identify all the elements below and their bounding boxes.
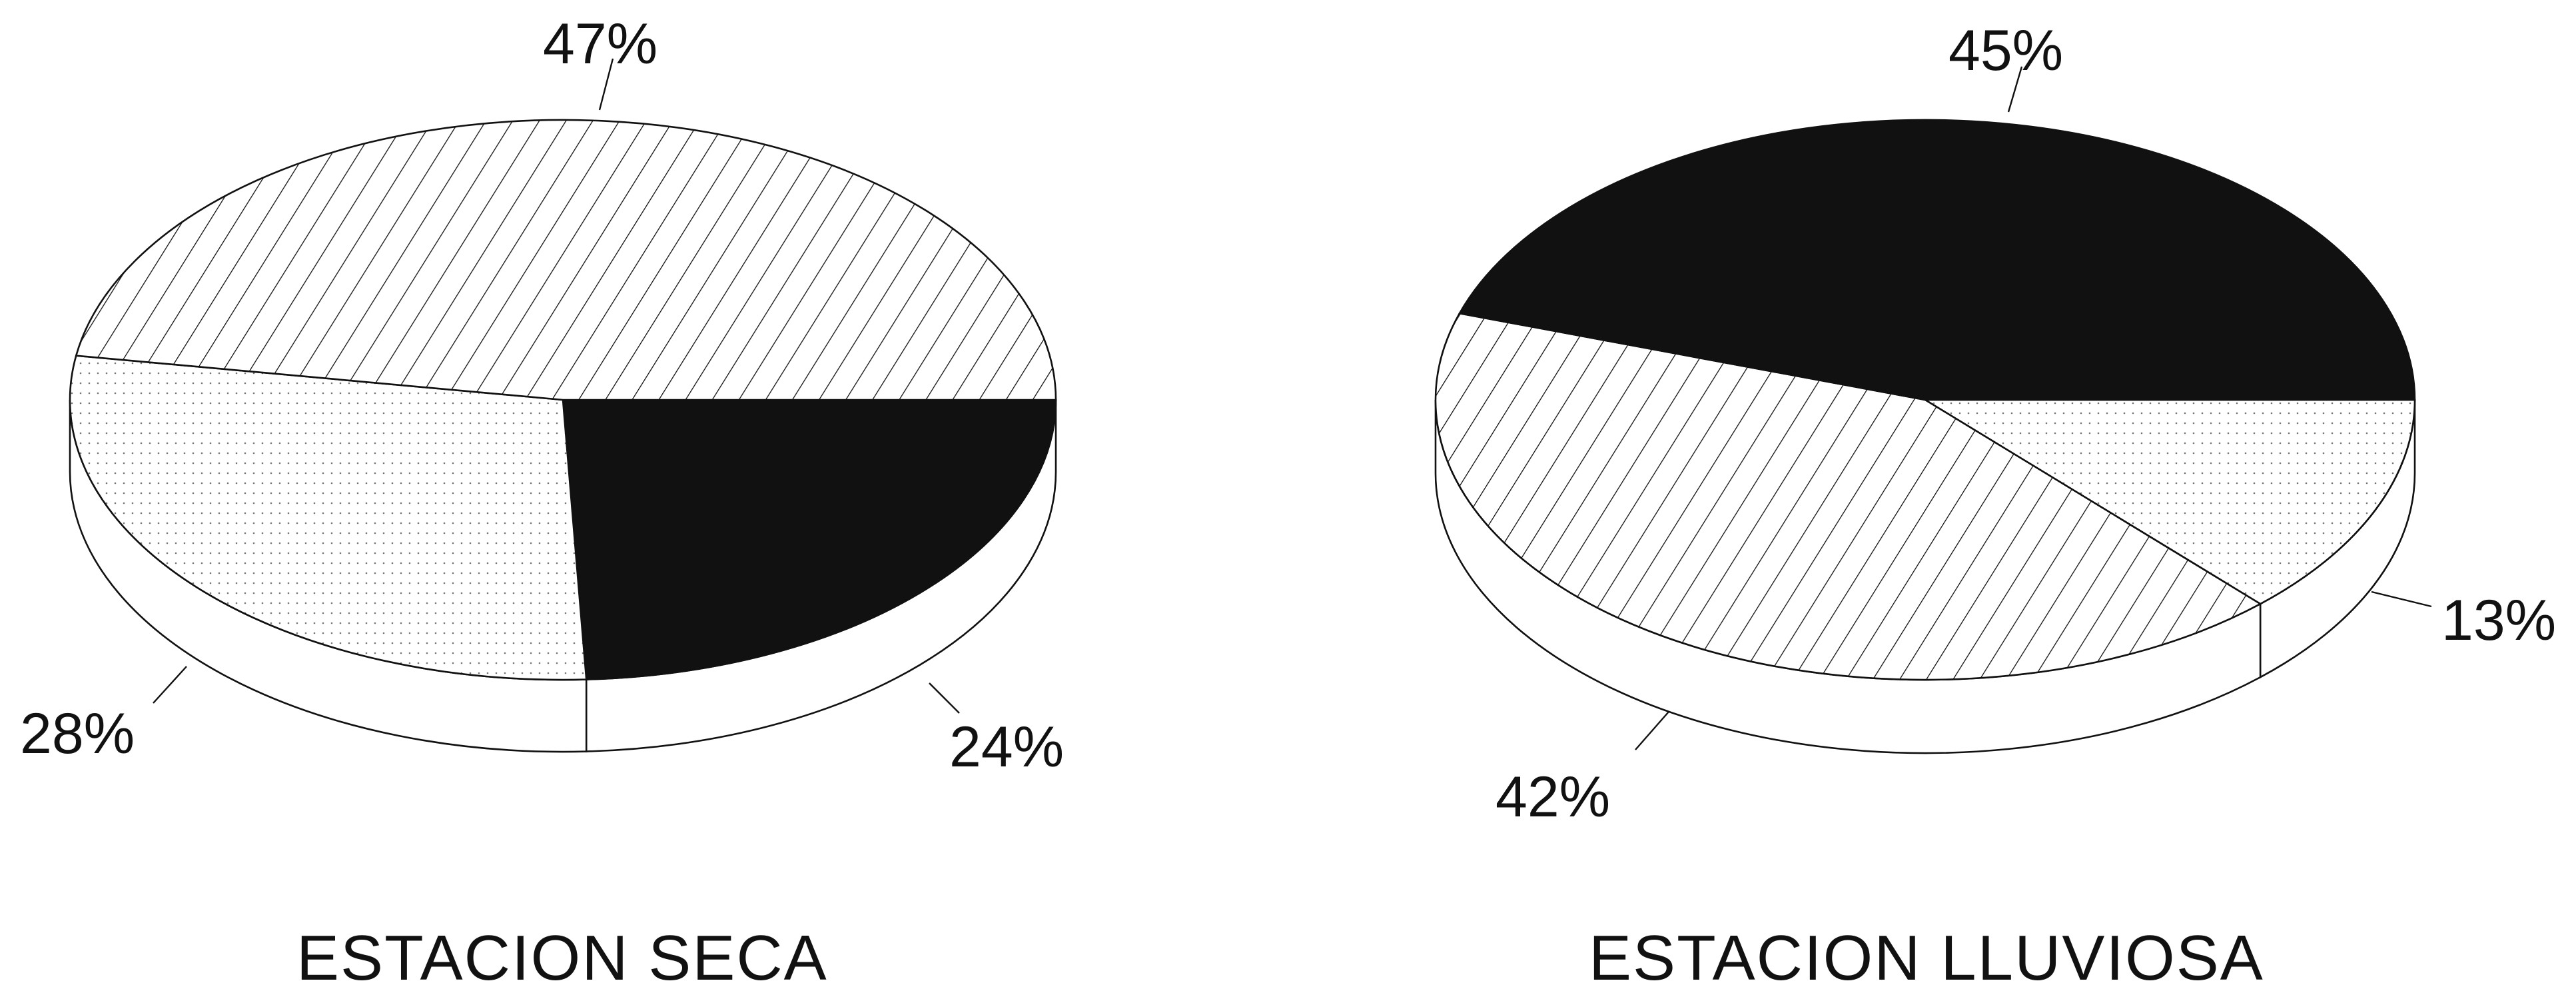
- pie-slice-3: [69, 355, 588, 681]
- pie-chart-dry-season: 47% 24% 28% ESTACION SECA: [20, 12, 1064, 991]
- pie-slice-3: [1434, 312, 2262, 681]
- leader-line-slice-1: [2007, 66, 2023, 113]
- leader-line-slice-2: [929, 682, 960, 714]
- slice-label-2: 24%: [949, 715, 1064, 779]
- leader-line-slice-3: [1635, 711, 1669, 750]
- leader-line-slice-1: [598, 58, 614, 111]
- pie-slice-1: [75, 119, 1057, 401]
- slice-label-3: 28%: [20, 702, 135, 766]
- slice-label-1: 45%: [1948, 19, 2063, 83]
- leader-line-slice-2: [2371, 590, 2432, 608]
- pie-slices: [69, 119, 1057, 681]
- pie-chart-rainy-season: 45% 13% 42% ESTACION LLUVIOSA: [1434, 19, 2556, 991]
- chart-title-dry-season: ESTACION SECA: [296, 922, 828, 991]
- pie-slice-2: [562, 399, 1057, 680]
- chart-title-rainy-season: ESTACION LLUVIOSA: [1589, 922, 2264, 991]
- pie-slice-1: [1458, 119, 2416, 401]
- pie-slice-2: [1922, 399, 2416, 605]
- slice-label-1: 47%: [543, 12, 657, 76]
- pie-labels: 47% 24% 28%: [20, 12, 1064, 779]
- slice-label-2: 13%: [2441, 588, 2556, 652]
- pie-slices: [1434, 119, 2416, 681]
- pie-labels: 45% 13% 42%: [1496, 19, 2556, 829]
- slice-label-3: 42%: [1496, 765, 1610, 829]
- leader-line-slice-3: [153, 666, 187, 704]
